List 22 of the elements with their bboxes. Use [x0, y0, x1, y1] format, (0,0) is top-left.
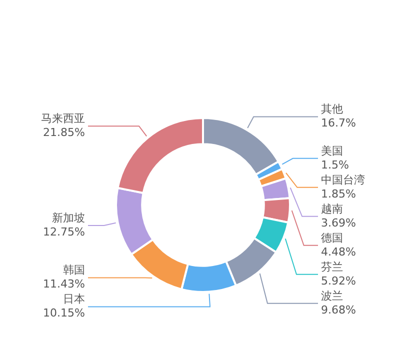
data-label: 11.43% — [43, 278, 85, 291]
data-label: 1.85% — [321, 187, 356, 200]
slice-label: 美国 — [321, 144, 343, 158]
data-label: 3.69% — [321, 216, 356, 230]
slice-label: 芬兰 — [321, 260, 343, 274]
slice-label: 其他 — [321, 102, 343, 116]
slice-label: 越南 — [321, 202, 343, 216]
data-label: 9.68% — [321, 303, 356, 316]
slice-label: 波兰 — [321, 289, 343, 302]
slice-label: 德国 — [321, 231, 343, 244]
slice-label: 日本 — [63, 292, 85, 306]
data-label: 1.5% — [321, 158, 349, 172]
data-label: 12.75% — [43, 225, 85, 238]
data-label: 10.15% — [43, 306, 85, 320]
slice-label: 新加坡 — [52, 211, 85, 224]
slice-label: 韩国 — [63, 264, 85, 277]
data-label: 21.85% — [43, 126, 85, 139]
slice-label: 中国台湾 — [321, 173, 365, 186]
data-label: 5.92% — [321, 274, 356, 288]
data-label: 16.7% — [321, 116, 356, 130]
slice-label: 马来西亚 — [41, 112, 85, 125]
data-label: 4.48% — [321, 245, 356, 258]
